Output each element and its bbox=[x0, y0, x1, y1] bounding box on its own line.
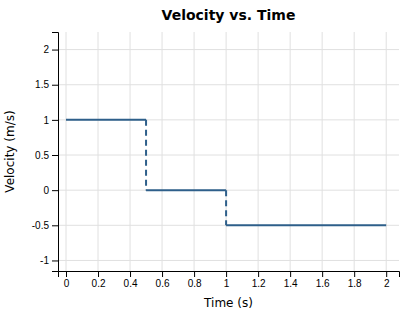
x-tick-mark bbox=[194, 271, 195, 277]
x-tick: 1.4 bbox=[284, 271, 298, 289]
y-tick-label: -0.5 bbox=[32, 220, 50, 231]
x-axis: 0 0.2 0.4 0.6 0.8 1 1.2 1.4 1.6 1.8 2 bbox=[59, 271, 400, 289]
x-tick-label: 2 bbox=[384, 278, 390, 289]
grid bbox=[58, 32, 399, 271]
x-tick-label: 1.6 bbox=[316, 278, 330, 289]
y-tick: 1.5 bbox=[35, 79, 58, 90]
y-tick: -0.5 bbox=[32, 220, 58, 231]
y-tick: 2 bbox=[43, 44, 58, 55]
y-tick-mark bbox=[52, 225, 58, 226]
x-axis-line bbox=[59, 272, 400, 278]
x-tick-label: 0 bbox=[64, 278, 70, 289]
x-tick-mark bbox=[354, 271, 355, 277]
x-grid-line bbox=[130, 32, 131, 271]
line-segment bbox=[226, 224, 386, 226]
y-tick-mark bbox=[52, 190, 58, 191]
x-grid-line bbox=[290, 32, 291, 271]
y-axis-title: Velocity (m/s) bbox=[3, 110, 17, 192]
line-segment bbox=[145, 120, 147, 190]
x-grid-line bbox=[98, 32, 99, 271]
x-axis-title: Time (s) bbox=[203, 296, 253, 310]
x-tick-mark bbox=[322, 271, 323, 277]
x-tick-mark bbox=[226, 271, 227, 277]
x-grid-line bbox=[66, 32, 67, 271]
x-tick: 2 bbox=[384, 271, 390, 289]
y-tick-label: -1 bbox=[40, 255, 49, 266]
y-grid-line bbox=[58, 119, 399, 120]
y-axis-line bbox=[52, 33, 59, 272]
y-tick-label: 0 bbox=[43, 185, 49, 196]
x-tick-mark bbox=[66, 271, 67, 277]
x-tick-label: 1.2 bbox=[252, 278, 266, 289]
y-grid-line bbox=[58, 49, 399, 50]
line-segment bbox=[66, 119, 146, 121]
x-tick-mark bbox=[98, 271, 99, 277]
y-tick-label: 1 bbox=[43, 115, 49, 126]
y-tick-mark bbox=[52, 260, 58, 261]
y-grid-line bbox=[58, 225, 399, 226]
chart: 0 0.2 0.4 0.6 0.8 1 1.2 1.4 1.6 1.8 2 -1 -0.5 0 0.5 1 1.… bbox=[0, 0, 413, 315]
x-tick: 1.6 bbox=[316, 271, 330, 289]
y-grid-line bbox=[58, 190, 399, 191]
x-tick-label: 0.8 bbox=[188, 278, 202, 289]
x-grid-line bbox=[258, 32, 259, 271]
plot: 0 0.2 0.4 0.6 0.8 1 1.2 1.4 1.6 1.8 2 -1 -0.5 0 0.5 1 1.… bbox=[32, 32, 400, 289]
x-tick-mark bbox=[386, 271, 387, 277]
x-tick-label: 1.4 bbox=[284, 278, 298, 289]
lines bbox=[66, 120, 386, 225]
x-tick-label: 0.2 bbox=[92, 278, 106, 289]
x-tick: 0.2 bbox=[92, 271, 106, 289]
y-grid-line bbox=[58, 260, 399, 261]
x-tick-label: 1 bbox=[224, 278, 230, 289]
x-tick-label: 0.6 bbox=[156, 278, 170, 289]
line-segment bbox=[225, 190, 227, 225]
x-tick: 0.6 bbox=[156, 271, 170, 289]
y-tick-mark bbox=[52, 50, 58, 51]
x-tick: 1.8 bbox=[348, 271, 362, 289]
y-tick-label: 2 bbox=[43, 44, 49, 55]
x-tick-label: 1.8 bbox=[348, 278, 362, 289]
y-tick-mark bbox=[52, 85, 58, 86]
y-tick: 1 bbox=[43, 115, 58, 126]
x-tick: 0.4 bbox=[124, 271, 138, 289]
x-tick-mark bbox=[162, 271, 163, 277]
y-tick-mark bbox=[52, 120, 58, 121]
x-tick: 0.8 bbox=[188, 271, 202, 289]
y-tick: 0.5 bbox=[35, 150, 58, 161]
y-tick-label: 0.5 bbox=[35, 150, 49, 161]
x-tick-label: 0.4 bbox=[124, 278, 138, 289]
y-axis: -1 -0.5 0 0.5 1 1.5 2 bbox=[32, 33, 59, 272]
x-grid-line bbox=[354, 32, 355, 271]
y-tick-mark bbox=[52, 155, 58, 156]
y-grid-line bbox=[58, 84, 399, 85]
line-segment bbox=[146, 189, 226, 191]
title: Velocity vs. Time bbox=[162, 7, 296, 23]
y-grid-line bbox=[58, 155, 399, 156]
y-tick: -1 bbox=[40, 255, 58, 266]
x-tick-mark bbox=[290, 271, 291, 277]
x-grid-line bbox=[194, 32, 195, 271]
x-grid-line bbox=[386, 32, 387, 271]
x-tick: 0 bbox=[64, 271, 70, 289]
x-tick: 1 bbox=[224, 271, 230, 289]
x-grid-line bbox=[162, 32, 163, 271]
x-grid-line bbox=[322, 32, 323, 271]
x-tick-mark bbox=[130, 271, 131, 277]
x-grid-line bbox=[226, 32, 227, 271]
y-tick: 0 bbox=[43, 185, 58, 196]
x-tick: 1.2 bbox=[252, 271, 266, 289]
x-tick-mark bbox=[258, 271, 259, 277]
y-tick-label: 1.5 bbox=[35, 79, 49, 90]
